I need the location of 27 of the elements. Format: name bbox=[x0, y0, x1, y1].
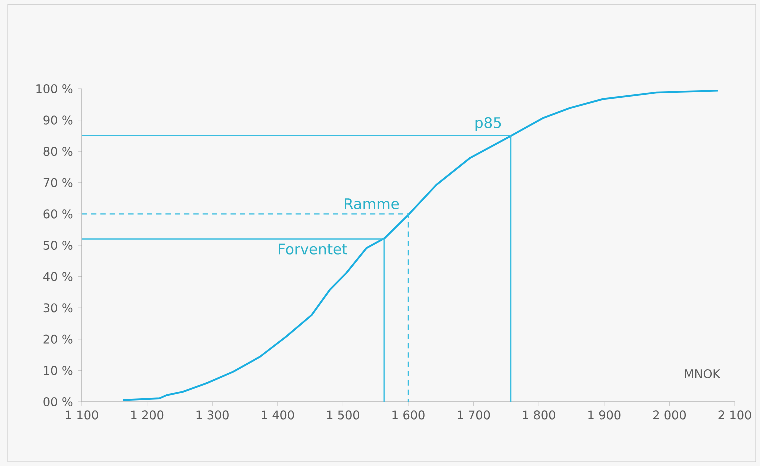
x-tick-label: 1 700 bbox=[458, 410, 490, 420]
y-tick-label: 100 % bbox=[36, 84, 73, 94]
x-tick-label: 1 300 bbox=[196, 410, 229, 420]
x-axis-title: MNOK bbox=[685, 369, 721, 379]
annotation: Forventet bbox=[279, 244, 348, 255]
y-tick-label: 40 % bbox=[44, 272, 73, 282]
x-tick-label: 1 600 bbox=[392, 410, 425, 420]
y-tick-label: 20 % bbox=[44, 334, 73, 344]
x-tick-label: 1 900 bbox=[588, 410, 621, 420]
x-tick-label: 2 100 bbox=[718, 410, 752, 420]
x-tick-label: 1 800 bbox=[523, 410, 556, 420]
y-tick-label: 70 % bbox=[44, 178, 73, 188]
y-tick-label: 30 % bbox=[44, 304, 73, 313]
y-tick-label: 60 % bbox=[44, 210, 73, 219]
annotation: Ramme bbox=[345, 198, 400, 210]
y-tick-label: 00 % bbox=[44, 397, 73, 407]
x-tick-label: 1 400 bbox=[262, 410, 294, 420]
y-tick-label: 80 % bbox=[44, 147, 73, 156]
y-tick-label: 10 % bbox=[44, 366, 73, 376]
y-tick-label: 50 % bbox=[44, 240, 73, 250]
x-tick-label: 1 200 bbox=[132, 410, 164, 420]
x-tick-label: 1 100 bbox=[66, 410, 98, 420]
x-tick-label: 2 000 bbox=[653, 410, 686, 420]
line-series bbox=[122, 90, 719, 402]
annotation: p85 bbox=[476, 117, 502, 132]
x-tick-label: 1 500 bbox=[327, 410, 360, 420]
y-tick-label: 90 % bbox=[44, 116, 73, 125]
